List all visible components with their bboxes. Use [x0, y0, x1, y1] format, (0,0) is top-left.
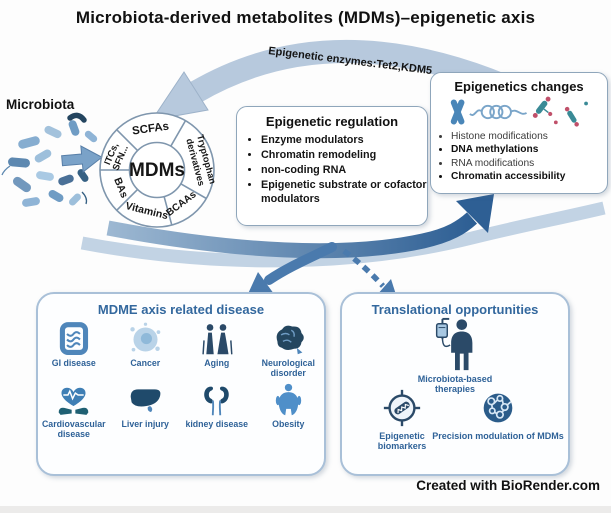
therapy-label: Microbiota-based therapies	[417, 374, 493, 395]
translational-box-title: Translational opportunities	[371, 302, 539, 317]
disease-label: Cardiovascular disease	[41, 418, 106, 439]
segment-scfas: SCFAs	[131, 121, 169, 138]
disease-label: Aging	[204, 358, 230, 368]
disease-label: Neurological disorder	[261, 358, 315, 378]
disease-item-gi: GI disease	[38, 321, 110, 379]
disease-item-aging: Aging	[181, 321, 253, 379]
epigenetics-changes-title: Epigenetics changes	[454, 79, 584, 94]
epigenetics-changes-box: Epigenetics changes	[430, 72, 608, 194]
biorender-credit: Created with BioRender.com	[416, 478, 600, 493]
disease-item-liver: Liver injury	[110, 382, 182, 440]
disease-label: kidney disease	[185, 418, 249, 429]
disease-label: Obesity	[272, 418, 305, 429]
epigenetics-changes-list: Histone modifications DNA methylations R…	[431, 130, 607, 184]
disease-box: MDME axis related disease GI disease Can…	[36, 292, 326, 476]
bottom-strip	[0, 506, 611, 513]
precision-label: Precision modulation of MDMs	[432, 431, 564, 441]
precision-item: Precision modulation of MDMs	[432, 387, 564, 441]
epigenetic-regulation-box: Epigenetic regulation Enzyme modulators …	[236, 106, 428, 226]
kidneys-icon	[204, 386, 230, 415]
list-item: Histone modifications	[451, 130, 607, 143]
list-item: non-coding RNA	[261, 163, 427, 177]
disease-item-cancer: Cancer	[110, 321, 182, 379]
list-item: Epigenetic substrate or cofactor modulat…	[261, 178, 427, 206]
epigenetic-regulation-list: Enzyme modulators Chromatin remodeling n…	[237, 133, 427, 206]
obese-person-icon	[275, 383, 301, 415]
disease-label: Liver injury	[121, 418, 169, 429]
feedback-arrow-to-changes	[106, 194, 494, 259]
translational-box: Translational opportunities Microbiota-b…	[340, 292, 570, 476]
intestine-icon	[60, 322, 89, 355]
liver-icon	[130, 389, 161, 412]
therapy-item: Microbiota-based therapies	[399, 316, 511, 395]
list-item: Chromatin accessibility	[451, 170, 607, 183]
disease-grid: GI disease Cancer	[38, 321, 324, 439]
biomarker-target-icon	[383, 389, 421, 427]
microbiota-label: Microbiota	[6, 97, 75, 112]
arrow-to-disease-box	[247, 242, 337, 296]
list-item: DNA methylations	[451, 143, 607, 156]
patient-iv-icon	[435, 317, 473, 371]
chromatin-illustration-icon	[450, 96, 588, 127]
elderly-couple-icon	[202, 324, 233, 355]
chromosome-icon	[450, 99, 465, 125]
disease-item-neuro: Neurological disorder	[253, 321, 325, 379]
cancer-cell-icon	[130, 322, 161, 352]
disease-box-title: MDME axis related disease	[97, 302, 265, 317]
list-item: RNA modifications	[451, 157, 607, 170]
disease-label: Cancer	[130, 358, 161, 368]
biomarker-item: Epigenetic biomarkers	[356, 387, 448, 452]
bacteria-cluster-icon	[1, 112, 98, 207]
epigenetic-regulation-title: Epigenetic regulation	[265, 114, 399, 129]
list-item: Enzyme modulators	[261, 133, 427, 147]
mdms-wheel: SCFAs Tryptophan derivatives BCAAs Vitam…	[99, 112, 218, 228]
nucleosome-icon	[532, 96, 588, 127]
molecule-network-icon	[483, 393, 513, 423]
wheel-center-label: MDMs	[129, 160, 185, 181]
microbiota-to-mdms-arrow	[61, 145, 103, 173]
disease-item-obesity: Obesity	[253, 382, 325, 440]
biomarker-label: Epigenetic biomarkers	[377, 431, 427, 452]
list-item: Chromatin remodeling	[261, 148, 427, 162]
wheel-dividers	[100, 120, 207, 226]
dna-coil-icon	[469, 104, 528, 120]
page-title: Microbiota-derived metabolites (MDMs)–ep…	[75, 8, 536, 27]
brain-icon	[276, 325, 304, 355]
disease-label: GI disease	[51, 358, 96, 368]
disease-item-cardio: Cardiovascular disease	[38, 382, 110, 440]
heart-hands-icon	[58, 387, 89, 415]
disease-item-kidney: kidney disease	[181, 382, 253, 440]
